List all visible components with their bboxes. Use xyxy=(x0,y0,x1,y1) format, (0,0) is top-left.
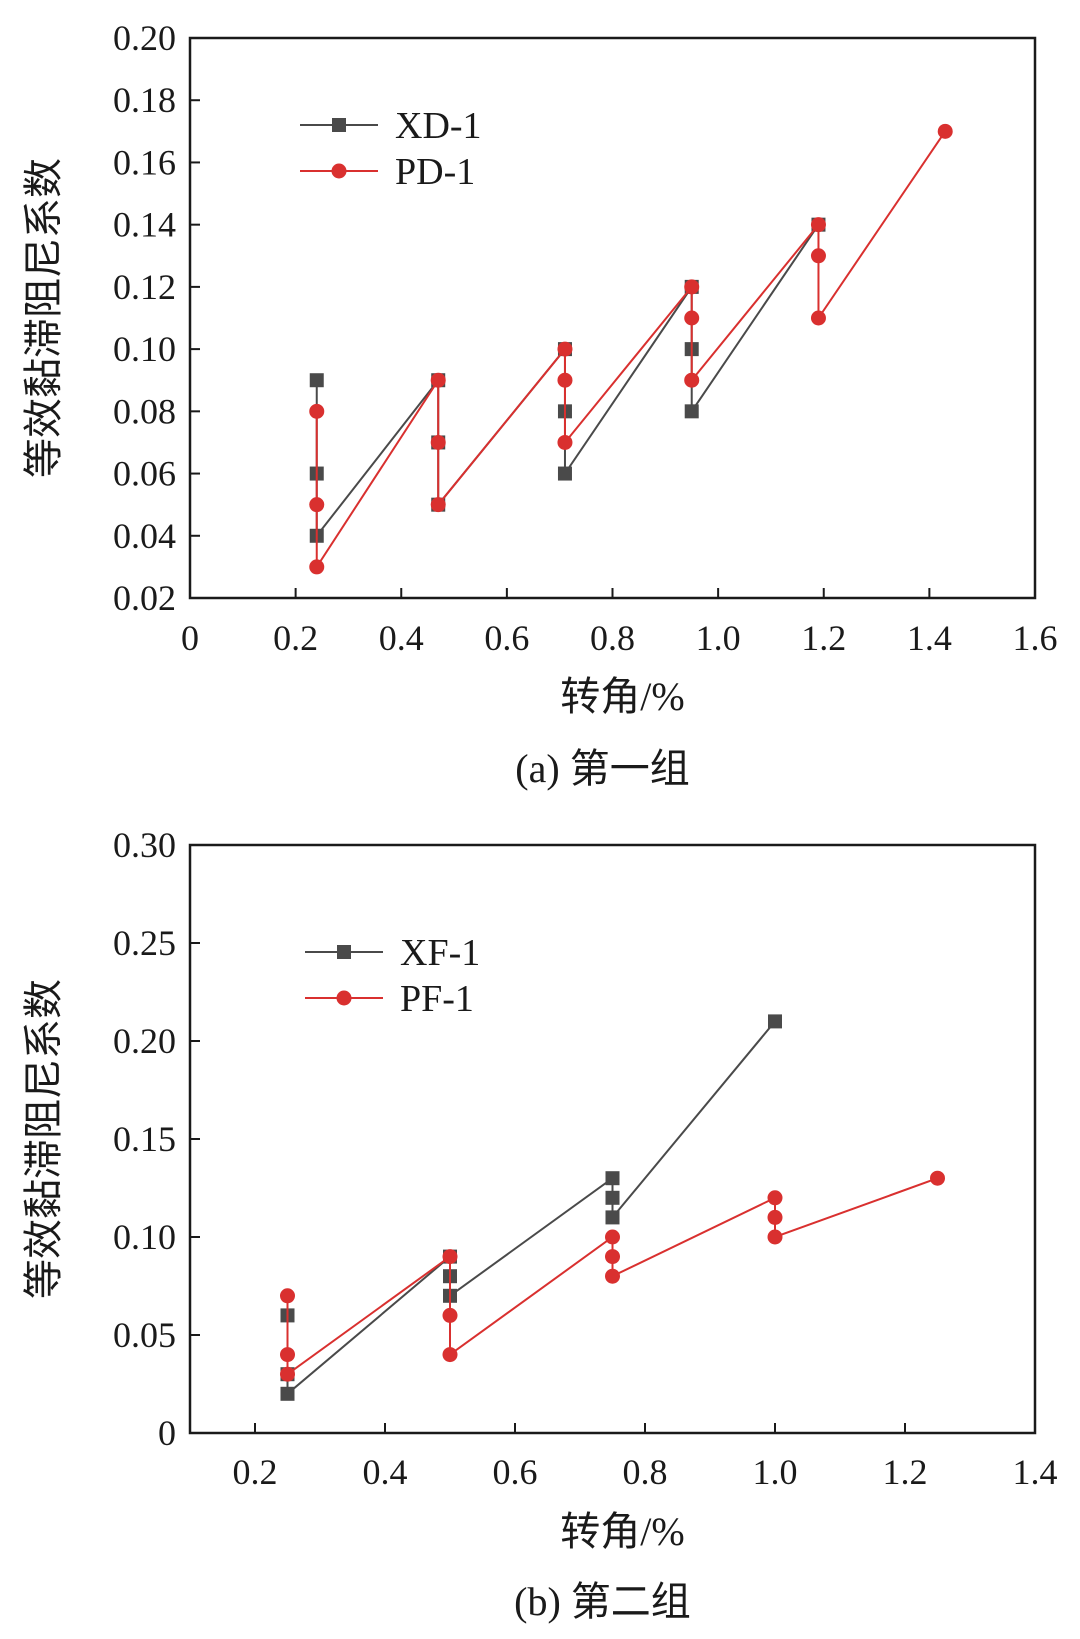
x-tick-label: 1.2 xyxy=(801,618,846,658)
legend-marker xyxy=(336,990,352,1006)
x-tick-label: 0.4 xyxy=(379,618,424,658)
data-point-PD-1 xyxy=(557,372,573,388)
legend-marker xyxy=(331,163,347,179)
data-point-PD-1 xyxy=(557,434,573,450)
y-tick-label: 0.16 xyxy=(113,142,176,182)
legend-label: PD-1 xyxy=(395,151,475,193)
x-tick-label: 1.4 xyxy=(907,618,952,658)
data-point-PF-1 xyxy=(442,1249,458,1265)
data-point-PF-1 xyxy=(442,1307,458,1323)
plot-frame xyxy=(188,843,1037,1435)
subplot-caption: (a) 第一组 xyxy=(515,746,689,791)
legend: XF-1PF-1 xyxy=(305,932,480,1020)
y-axis-label: 等效黏滞阻尼系数 xyxy=(21,158,66,478)
y-tick-label: 0.10 xyxy=(113,329,176,369)
data-point-XF-1 xyxy=(605,1171,620,1186)
data-point-PD-1 xyxy=(557,341,573,357)
legend-label: XD-1 xyxy=(395,105,482,147)
y-tick-label: 0.08 xyxy=(113,391,176,431)
data-point-XF-1 xyxy=(768,1014,782,1029)
x-tick-label: 1.0 xyxy=(753,1452,798,1492)
data-point-PD-1 xyxy=(430,372,446,388)
y-tick-label: 0.10 xyxy=(113,1217,176,1257)
data-point-PF-1 xyxy=(605,1249,620,1265)
y-tick-label: 0.06 xyxy=(113,454,176,494)
legend-label: PF-1 xyxy=(400,978,474,1020)
data-point-XD-1 xyxy=(557,466,572,481)
y-tick-label: 0.20 xyxy=(113,18,176,58)
data-point-PD-1 xyxy=(309,497,325,513)
y-tick-label: 0.04 xyxy=(113,516,176,556)
data-point-PF-1 xyxy=(605,1268,620,1284)
data-point-PF-1 xyxy=(442,1347,458,1363)
data-point-PF-1 xyxy=(280,1347,295,1363)
x-tick-label: 0.8 xyxy=(590,618,635,658)
chart-b: 0.2 0.4 0.6 0.8 1.0 1.2 1.4 0 0.05 0.10 0.15 0.20 0.… xyxy=(21,825,1057,1624)
x-tick-label: 1.2 xyxy=(883,1452,928,1492)
subplot-caption: (b) 第二组 xyxy=(514,1579,691,1624)
data-point-PD-1 xyxy=(810,310,826,326)
data-point-PD-1 xyxy=(309,559,325,575)
y-tick-label: 0.14 xyxy=(113,205,176,245)
data-point-PF-1 xyxy=(930,1170,945,1186)
data-point-PF-1 xyxy=(767,1209,783,1225)
data-point-PF-1 xyxy=(280,1288,295,1304)
data-point-PF-1 xyxy=(280,1366,295,1382)
x-axis-label: 转角/% xyxy=(560,1509,684,1554)
data-point-PF-1 xyxy=(605,1229,620,1245)
data-point-PF-1 xyxy=(767,1229,783,1245)
data-point-PD-1 xyxy=(810,217,826,233)
x-tick-label: 0.2 xyxy=(233,1452,278,1492)
x-tick-label: 1.4 xyxy=(1013,1452,1058,1492)
data-point-PD-1 xyxy=(684,310,700,326)
data-point-PD-1 xyxy=(810,248,826,264)
legend: XD-1PD-1 xyxy=(300,105,482,193)
series-line-XF-1 xyxy=(286,1020,776,1396)
x-axis-label: 转角/% xyxy=(560,674,684,719)
y-tick-label: 0.30 xyxy=(113,825,176,865)
x-tick-label: 0.6 xyxy=(484,618,529,658)
y-tick-label: 0 xyxy=(158,1413,176,1453)
x-tick-label: 1.6 xyxy=(1013,618,1058,658)
y-tick-label: 0.18 xyxy=(113,80,176,120)
legend-marker xyxy=(332,118,346,132)
data-point-PD-1 xyxy=(309,403,325,419)
series-line-PD-1 xyxy=(315,130,947,571)
data-point-PD-1 xyxy=(937,123,953,139)
y-tick-label: 0.05 xyxy=(113,1315,176,1355)
data-point-PD-1 xyxy=(430,434,446,450)
x-tick-label: 0.4 xyxy=(363,1452,408,1492)
chart-a: 0 0.2 0.4 0.6 0.8 1.0 1.2 1.4 1.6 0.02 0.04 0.06 0.0… xyxy=(21,18,1057,791)
data-point-PD-1 xyxy=(430,497,446,513)
data-point-XF-1 xyxy=(605,1190,620,1205)
y-axis-label: 等效黏滞阻尼系数 xyxy=(21,979,66,1299)
y-tick-label: 0.20 xyxy=(113,1021,176,1061)
y-tick-label: 0.02 xyxy=(113,578,176,618)
x-tick-label: 0 xyxy=(181,618,199,658)
data-point-XD-1 xyxy=(684,404,699,419)
x-tick-label: 0.2 xyxy=(273,618,318,658)
data-point-XD-1 xyxy=(309,373,324,388)
data-point-XF-1 xyxy=(280,1386,295,1401)
x-tick-label: 0.8 xyxy=(623,1452,668,1492)
legend-label: XF-1 xyxy=(400,932,480,974)
y-tick-label: 0.12 xyxy=(113,267,176,307)
x-tick-label: 1.0 xyxy=(696,618,741,658)
data-point-PD-1 xyxy=(684,279,700,295)
data-point-XF-1 xyxy=(605,1210,620,1225)
x-tick-label: 0.6 xyxy=(493,1452,538,1492)
data-point-PD-1 xyxy=(684,372,700,388)
y-tick-label: 0.25 xyxy=(113,923,176,963)
y-tick-label: 0.15 xyxy=(113,1119,176,1159)
data-point-PF-1 xyxy=(767,1190,783,1206)
legend-marker xyxy=(337,945,351,959)
